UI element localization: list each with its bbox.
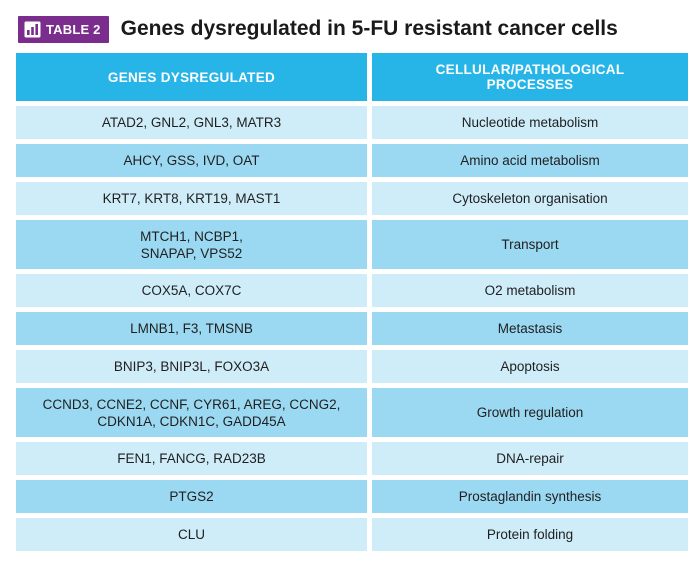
table-badge: TABLE 2 xyxy=(18,15,109,43)
process-cell: Prostaglandin synthesis xyxy=(372,480,688,513)
table-row: ATAD2, GNL2, GNL3, MATR3 Nucleotide meta… xyxy=(16,106,688,139)
genes-cell: COX5A, COX7C xyxy=(16,274,367,307)
process-cell: O2 metabolism xyxy=(372,274,688,307)
genes-cell: LMNB1, F3, TMSNB xyxy=(16,312,367,345)
genes-cell: PTGS2 xyxy=(16,480,367,513)
process-cell: DNA-repair xyxy=(372,442,688,475)
table-chart-icon xyxy=(24,21,41,37)
genes-cell: CLU xyxy=(16,518,367,551)
genes-cell: FEN1, FANCG, RAD23B xyxy=(16,442,367,475)
genes-cell: MTCH1, NCBP1, SNAPAP, VPS52 xyxy=(16,220,367,269)
genes-cell: KRT7, KRT8, KRT19, MAST1 xyxy=(16,182,367,215)
process-cell: Metastasis xyxy=(372,312,688,345)
table-row: COX5A, COX7C O2 metabolism xyxy=(16,274,688,307)
process-cell: Amino acid metabolism xyxy=(372,144,688,177)
genes-cell: BNIP3, BNIP3L, FOXO3A xyxy=(16,350,367,383)
table-row: FEN1, FANCG, RAD23B DNA-repair xyxy=(16,442,688,475)
table-row: MTCH1, NCBP1, SNAPAP, VPS52 Transport xyxy=(16,220,688,269)
process-cell: Apoptosis xyxy=(372,350,688,383)
genes-table: GENES DYSREGULATED CELLULAR/PATHOLOGICAL… xyxy=(16,53,688,551)
genes-cell: AHCY, GSS, IVD, OAT xyxy=(16,144,367,177)
process-cell: Growth regulation xyxy=(372,388,688,437)
genes-cell: CCND3, CCNE2, CCNF, CYR61, AREG, CCNG2, … xyxy=(16,388,367,437)
process-cell: Cytoskeleton organisation xyxy=(372,182,688,215)
process-cell: Nucleotide metabolism xyxy=(372,106,688,139)
table-header-row: GENES DYSREGULATED CELLULAR/PATHOLOGICAL… xyxy=(16,53,688,101)
table-header-bar: TABLE 2 Genes dysregulated in 5-FU resis… xyxy=(18,12,688,46)
table-row: CCND3, CCNE2, CCNF, CYR61, AREG, CCNG2, … xyxy=(16,388,688,437)
table-row: CLU Protein folding xyxy=(16,518,688,551)
genes-cell: ATAD2, GNL2, GNL3, MATR3 xyxy=(16,106,367,139)
table-row: PTGS2 Prostaglandin synthesis xyxy=(16,480,688,513)
process-cell: Transport xyxy=(372,220,688,269)
page-title: Genes dysregulated in 5-FU resistant can… xyxy=(120,17,618,40)
badge-label: TABLE 2 xyxy=(46,21,101,37)
table-row: BNIP3, BNIP3L, FOXO3A Apoptosis xyxy=(16,350,688,383)
table-row: KRT7, KRT8, KRT19, MAST1 Cytoskeleton or… xyxy=(16,182,688,215)
column-header-genes: GENES DYSREGULATED xyxy=(16,53,367,101)
table-row: AHCY, GSS, IVD, OAT Amino acid metabolis… xyxy=(16,144,688,177)
column-header-processes: CELLULAR/PATHOLOGICAL PROCESSES xyxy=(372,53,688,101)
table-row: LMNB1, F3, TMSNB Metastasis xyxy=(16,312,688,345)
process-cell: Protein folding xyxy=(372,518,688,551)
